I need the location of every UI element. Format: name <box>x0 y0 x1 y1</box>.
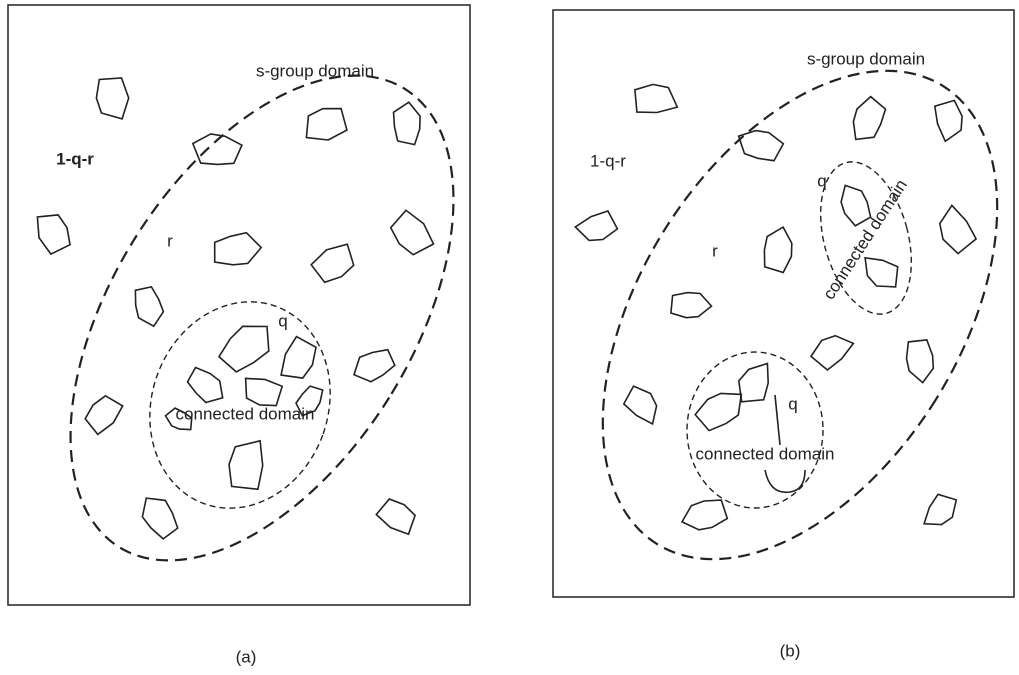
grain <box>354 350 395 382</box>
grain <box>940 205 976 253</box>
grain <box>865 258 898 287</box>
grain <box>695 393 741 430</box>
grain <box>229 441 263 489</box>
s-group-label: s-group domain <box>807 49 925 68</box>
grains <box>37 78 976 539</box>
grain-edge <box>775 395 780 445</box>
caption: (b) <box>780 641 801 660</box>
grain <box>215 233 262 265</box>
grain <box>811 336 853 370</box>
grain <box>635 84 677 112</box>
grain <box>188 368 223 403</box>
grain <box>739 131 784 161</box>
s-group-boundary <box>0 10 532 627</box>
r-label: r <box>712 241 718 260</box>
connected-label: connected domain <box>176 404 315 423</box>
grain <box>907 340 934 383</box>
grain <box>671 293 712 318</box>
grain <box>135 287 163 326</box>
grain <box>142 498 177 539</box>
grain <box>246 378 283 405</box>
outside-label: 1-q-r <box>590 151 626 170</box>
connected-label: connected domain <box>696 444 835 463</box>
grain <box>739 364 768 402</box>
q-label: q <box>278 311 287 330</box>
grain <box>575 211 617 240</box>
caption: (a) <box>236 647 257 666</box>
panel-frame <box>553 10 1014 597</box>
grain <box>85 396 123 435</box>
grain <box>394 102 421 144</box>
grain <box>306 109 347 140</box>
grain <box>391 210 434 254</box>
q-label: q <box>817 171 826 190</box>
s-group-boundary <box>521 1 1019 629</box>
grain <box>624 386 657 424</box>
grain <box>764 227 791 272</box>
q-label: q <box>788 394 797 413</box>
grain <box>853 97 885 140</box>
grain-edge <box>765 470 805 492</box>
grain <box>924 494 956 524</box>
grain <box>37 215 70 254</box>
r-label: r <box>167 231 173 250</box>
figure: s-group domain 1-q-r r q connected domai… <box>0 0 1019 675</box>
panel-frame <box>8 5 470 605</box>
grain <box>96 78 128 119</box>
grain <box>376 499 415 534</box>
grain <box>311 244 354 282</box>
outside-label: 1-q-r <box>56 149 94 168</box>
grain <box>935 100 962 141</box>
s-group-label: s-group domain <box>256 61 374 80</box>
grain <box>219 326 269 372</box>
grain <box>281 337 316 379</box>
grain <box>682 500 727 530</box>
connected-label: connected domain <box>819 176 911 303</box>
